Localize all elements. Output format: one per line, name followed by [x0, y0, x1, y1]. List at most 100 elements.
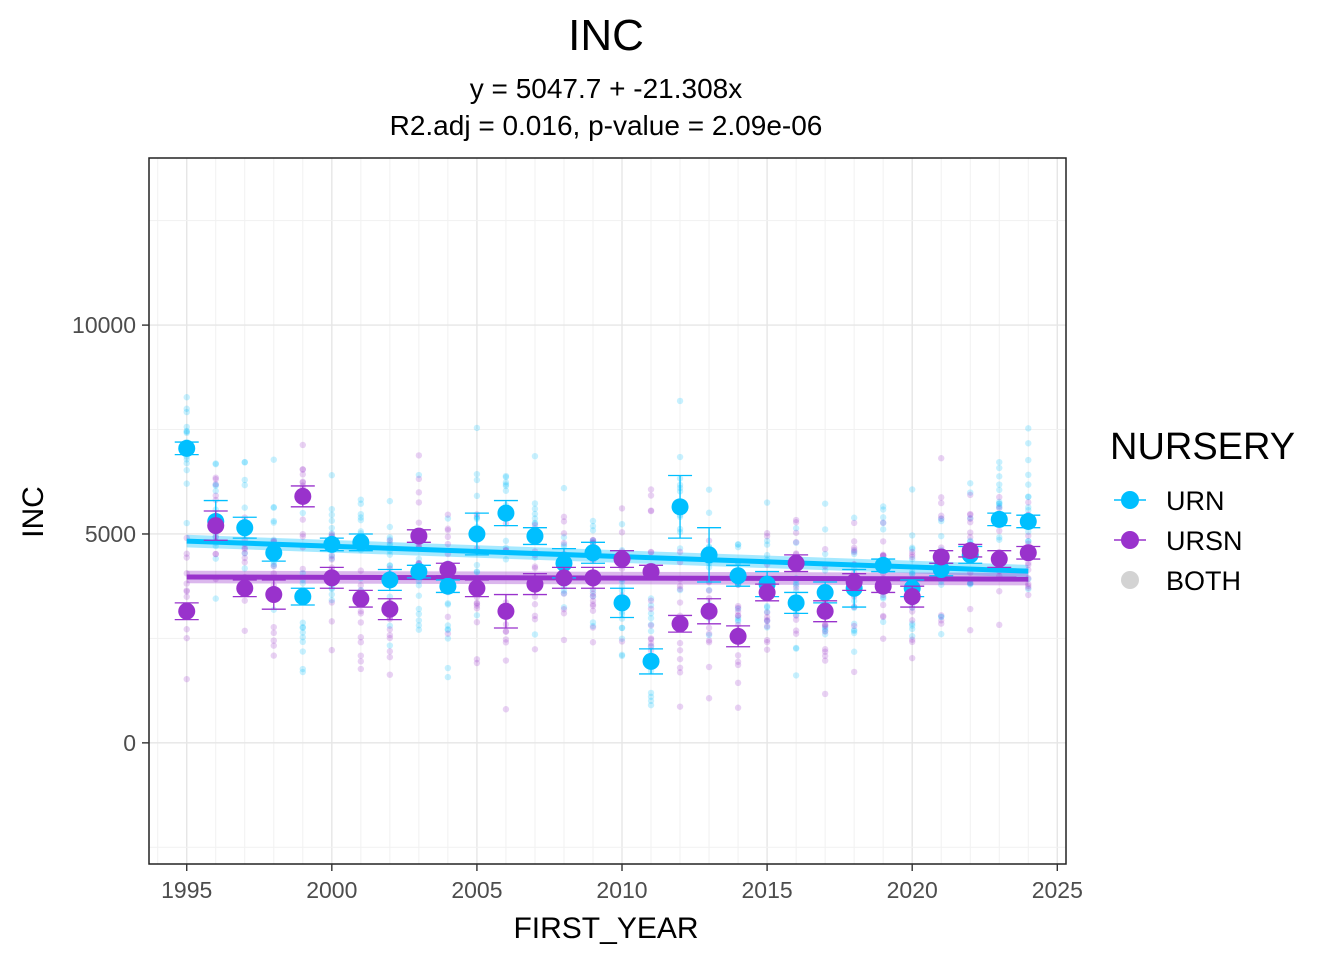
raw-point — [734, 541, 742, 548]
raw-point — [357, 608, 365, 615]
raw-point — [908, 486, 916, 493]
raw-point — [386, 671, 394, 678]
raw-point — [821, 567, 829, 574]
mean-point — [294, 487, 312, 505]
raw-point — [792, 525, 800, 532]
raw-point — [560, 530, 568, 537]
raw-point — [1025, 506, 1032, 514]
raw-point — [705, 586, 713, 594]
raw-point — [850, 538, 858, 545]
raw-point — [908, 633, 916, 640]
raw-point — [241, 544, 248, 551]
raw-point — [734, 614, 742, 621]
raw-point — [908, 608, 916, 615]
mean-point — [671, 498, 689, 516]
raw-point — [908, 555, 916, 563]
raw-point — [560, 484, 568, 492]
raw-point — [1025, 585, 1032, 593]
raw-point — [908, 553, 916, 561]
y-axis-title: INC — [17, 486, 50, 538]
raw-point — [502, 556, 510, 563]
raw-point — [357, 634, 365, 641]
raw-point — [386, 634, 394, 642]
raw-point — [850, 626, 858, 634]
grid — [149, 158, 1066, 864]
y-tick-label: 10000 — [72, 312, 136, 338]
raw-point — [734, 679, 742, 687]
raw-point — [676, 397, 684, 405]
raw-point — [879, 613, 887, 621]
raw-point — [908, 622, 916, 629]
raw-point — [1025, 561, 1032, 569]
raw-point — [444, 664, 452, 672]
raw-point — [328, 517, 336, 524]
raw-point — [734, 541, 742, 548]
raw-point — [879, 593, 887, 601]
mean-point — [207, 517, 225, 535]
raw-point — [183, 423, 190, 431]
raw-point — [560, 534, 568, 541]
legend-key-point — [1121, 531, 1139, 549]
raw-point — [328, 596, 336, 604]
raw-point — [444, 673, 452, 681]
raw-point — [618, 520, 626, 528]
raw-point — [386, 648, 394, 655]
raw-point — [357, 665, 365, 673]
raw-point — [415, 592, 423, 599]
raw-point — [270, 536, 277, 544]
mean-point — [294, 588, 312, 606]
raw-point — [183, 394, 190, 401]
raw-point — [821, 627, 829, 635]
raw-point — [415, 610, 423, 618]
raw-point — [212, 550, 219, 558]
raw-point — [270, 642, 277, 649]
raw-point — [183, 580, 190, 587]
raw-point — [908, 532, 916, 539]
raw-point — [879, 595, 887, 602]
raw-point — [792, 645, 800, 652]
raw-point — [183, 675, 190, 683]
raw-point — [299, 466, 307, 473]
raw-point — [560, 590, 568, 597]
raw-point — [589, 601, 597, 608]
raw-point — [734, 608, 742, 615]
raw-point — [618, 638, 626, 645]
raw-point — [473, 618, 481, 626]
raw-point — [270, 563, 277, 570]
raw-point — [792, 612, 800, 619]
raw-point — [560, 518, 568, 525]
raw-point — [1025, 532, 1032, 539]
raw-point — [647, 635, 655, 642]
raw-point — [850, 548, 858, 556]
raw-point — [502, 639, 510, 646]
raw-point — [415, 475, 423, 483]
raw-point — [415, 499, 423, 506]
raw-point — [531, 631, 539, 638]
legend-label: URN — [1166, 486, 1225, 516]
raw-point — [299, 624, 307, 631]
raw-point — [299, 479, 307, 486]
raw-point — [386, 631, 394, 639]
raw-point — [328, 524, 336, 532]
raw-point — [183, 460, 190, 467]
raw-point — [938, 499, 945, 507]
raw-point — [734, 661, 742, 669]
raw-point — [938, 620, 945, 627]
raw-point — [241, 476, 248, 484]
raw-point — [821, 657, 829, 664]
raw-point — [676, 545, 684, 552]
raw-point — [560, 590, 568, 597]
mean-point — [642, 563, 660, 581]
raw-point — [357, 638, 365, 646]
raw-point — [908, 620, 916, 627]
mean-point — [816, 583, 834, 601]
raw-point — [938, 612, 945, 619]
raw-point — [183, 519, 190, 527]
raw-point — [589, 619, 597, 626]
raw-point — [879, 503, 887, 510]
raw-point — [996, 481, 1003, 488]
raw-point — [473, 492, 481, 500]
raw-point — [560, 541, 568, 548]
raw-point — [212, 482, 219, 489]
raw-point — [705, 486, 713, 493]
